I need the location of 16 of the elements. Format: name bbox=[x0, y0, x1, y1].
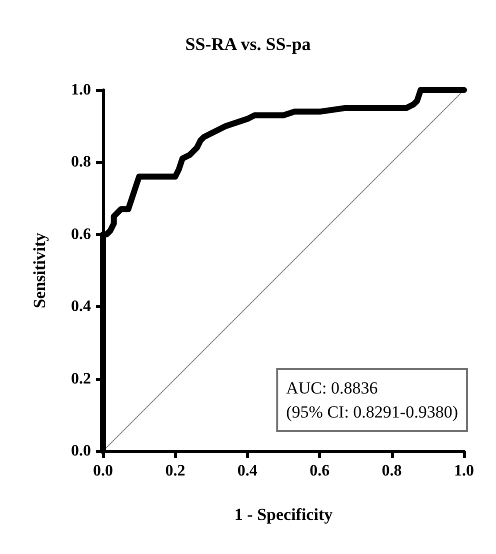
y-tick-label: 0.2 bbox=[71, 370, 91, 388]
x-tick-label: 0.8 bbox=[382, 462, 402, 480]
y-tick-label: 0.0 bbox=[71, 442, 91, 460]
x-axis-title: 1 - Specificity bbox=[234, 505, 334, 524]
y-tick-label: 1.0 bbox=[71, 82, 91, 98]
x-tick-label: 0.4 bbox=[237, 462, 258, 480]
annotation: AUC: 0.8836 (95% CI: 0.8291-0.9380) bbox=[286, 378, 458, 422]
chart-title: SS-RA vs. SS-pa bbox=[185, 34, 311, 54]
x-tick-label: 0.6 bbox=[310, 462, 330, 480]
y-tick-label: 0.4 bbox=[71, 298, 91, 316]
y-axis-title: Sensitivity bbox=[30, 232, 49, 308]
x-tick-label: 1.0 bbox=[454, 462, 474, 480]
x-tick-label: 0.0 bbox=[93, 462, 113, 480]
y-tick-label: 0.6 bbox=[71, 226, 91, 243]
y-tick-label: 0.8 bbox=[71, 154, 91, 171]
x-tick-label: 0.2 bbox=[165, 462, 186, 480]
